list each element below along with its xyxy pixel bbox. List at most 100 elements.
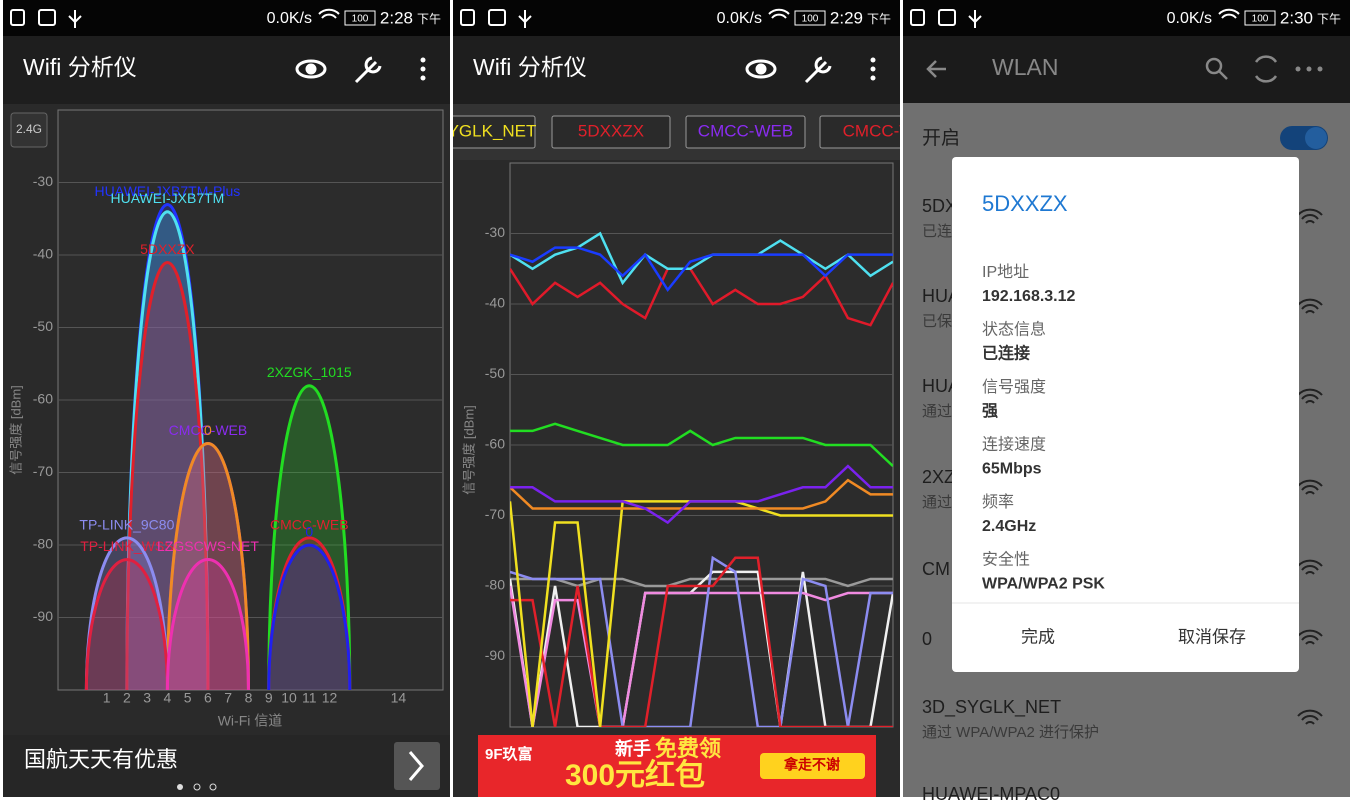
signal-line [510,585,893,727]
network-label: 0 [305,524,313,540]
ad-amount: 300元红包 [565,758,705,792]
network-label: TP-LINK_9C80 [79,516,174,532]
wifi-icon [1297,629,1323,645]
y-tick-label: -60 [485,436,505,452]
dialog-button[interactable]: 取消保存 [1178,627,1246,646]
field-value: 已连接 [982,344,1030,363]
x-tick-label: 9 [265,690,273,706]
status-bars: 0.0K/s 100 2:28 下午 0.0K/s 100 2:29 下午 0.0K/s 100 2… [3,0,1350,36]
y-tick-label: -90 [33,608,53,624]
network-detail: 通过 [922,494,952,511]
ad-headline: 免费领 [655,736,721,761]
battery [794,10,826,26]
back-button[interactable] [926,60,946,78]
signal-line [510,246,893,293]
clock: 2:29 [830,8,863,27]
network-label: TP-LINK_WSS [80,538,173,554]
y-tick-label: -70 [485,506,505,522]
toolbar-icons [1205,55,1278,83]
toolbar-icons [745,56,832,84]
dialog-button[interactable]: 完成 [1021,627,1055,646]
status-icon [460,9,475,26]
network-name: 0 [922,629,932,649]
dialog-title: 5DXXZX [982,191,1068,216]
y-axis-label: 信号强度 [dBm] [461,405,476,495]
status-icon [488,9,506,26]
status-icon [38,9,56,26]
tab[interactable] [819,115,938,149]
tab[interactable] [425,115,536,149]
network-detail: 已保 [922,313,952,330]
tab-label: CMCC-WEB [698,121,793,140]
x-tick-label: 7 [224,690,232,706]
ad-button[interactable] [760,753,865,779]
status-icon [938,9,956,26]
battery-level: 100 [802,14,819,25]
app-bar [903,36,1350,103]
battery [344,10,376,26]
network-name: HUA [922,376,960,396]
ad-arrow[interactable] [394,742,440,790]
wifi-icon [1297,479,1323,495]
signal-line [510,267,893,327]
tab[interactable] [551,115,671,149]
y-tick-label: -90 [485,647,505,663]
pager-dots [177,783,217,791]
x-tick-label: 11 [302,690,317,706]
ad-button-label: 拿走不谢 [783,757,840,773]
network-label: 0 [204,422,212,438]
network-curve [267,544,352,690]
tabs: YGLK_NET 5DXXZX CMCC-WEB CMCC-W [425,115,938,149]
x-tick-label: 6 [204,690,212,706]
band-button[interactable] [10,112,48,148]
x-tick-label: 10 [281,690,297,706]
network-detail: 通过 WPA/WPA2 进行保护 [922,724,1099,741]
field-label: 状态信息 [982,321,1046,339]
field-value: 强 [982,402,998,420]
field-label: 信号强度 [982,378,1046,396]
y-tick-label: -60 [33,391,53,407]
signal-line [510,555,893,727]
ad-banner[interactable] [3,735,450,797]
x-tick-label: 5 [184,690,192,706]
network-curve [165,442,250,690]
y-axis-label: 信号强度 [dBm] [8,385,23,475]
wifi-icon [1218,8,1240,19]
y-tick-label: -50 [485,365,505,381]
signal-line [510,422,893,468]
band-label: 2.4G [16,122,42,136]
x-tick-label: 3 [143,690,151,706]
y-tick-label: -80 [485,577,505,593]
net-speed: 0.0K/s [717,10,762,27]
wifi-icon [1297,388,1323,404]
network-label: CMCC-WEB [169,422,248,438]
y-tick-label: -40 [33,246,53,262]
time-graph [510,231,893,727]
battery-level: 100 [352,14,369,25]
app-bar [453,36,900,104]
network-curve [165,558,250,690]
app-title: Wifi 分析仪 [23,54,137,80]
field-value: 2.4GHz [982,518,1036,535]
network-name: CM [922,559,950,579]
status-icon [10,9,25,26]
x-tick-label: 12 [322,690,338,706]
clock: 2:30 [1280,8,1313,27]
signal-line [510,478,893,510]
network-curve [127,262,208,690]
y-tick-label: -30 [485,224,505,240]
wifi-icon [1297,208,1323,224]
tab[interactable] [685,115,806,149]
field-value: WPA/WPA2 PSK [982,576,1105,593]
network-detail: 已连 [922,223,952,240]
status-icon [910,9,925,26]
field-value: 192.168.3.12 [982,288,1076,305]
network-name: 2XZ [922,467,955,487]
wifi-icon [1297,559,1323,575]
field-label: 连接速度 [982,436,1046,454]
chevron [408,751,424,781]
network-curve [84,558,169,690]
x-tick-label: 1 [103,690,111,706]
